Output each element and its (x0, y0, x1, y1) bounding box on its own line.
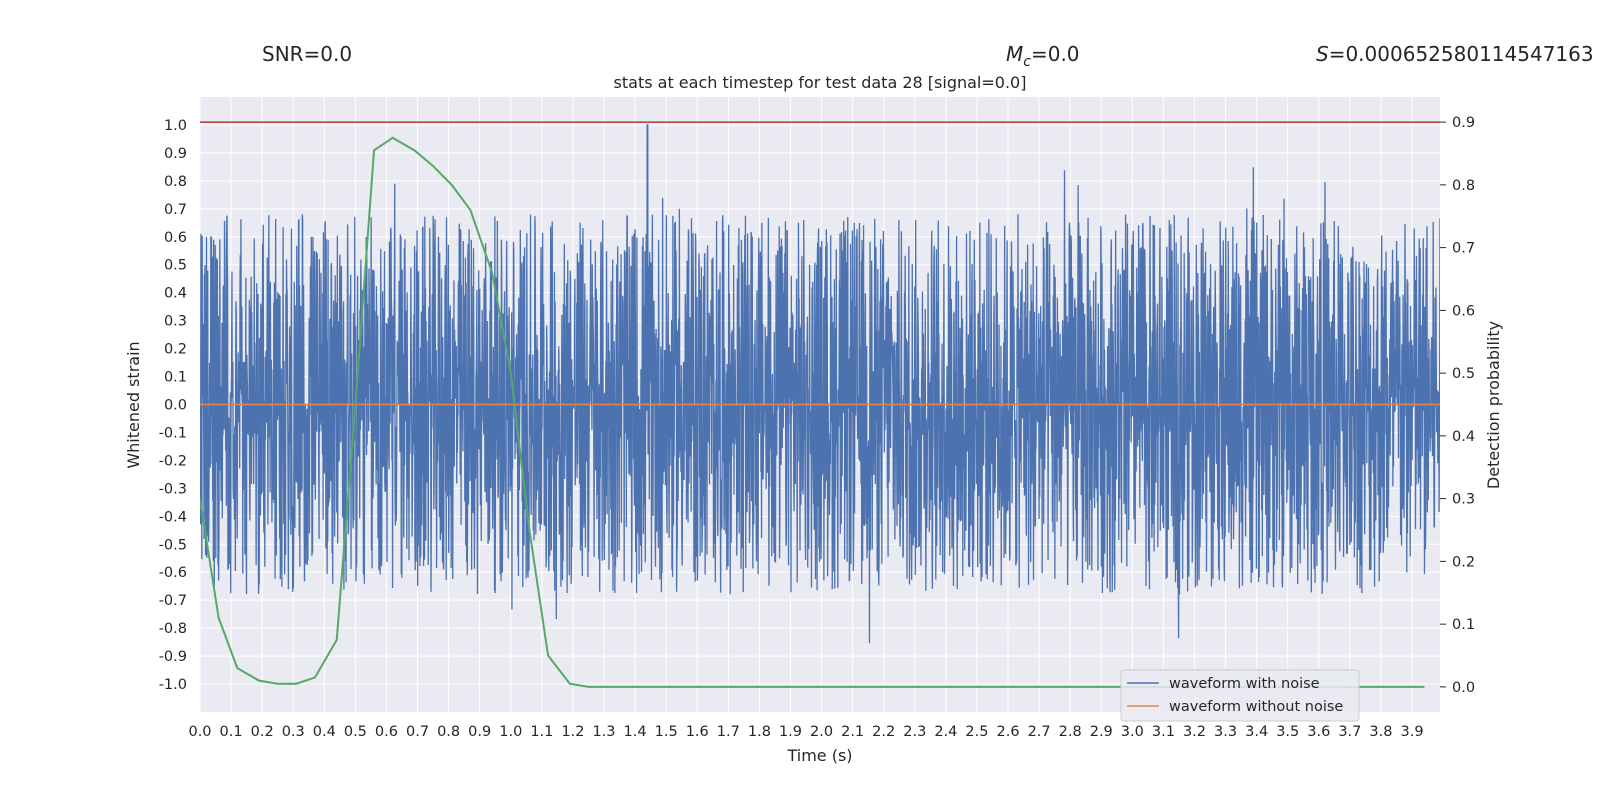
y2-tick-label: 0.9 (1452, 115, 1475, 131)
y2-axis-label: Detection probability (1484, 321, 1503, 489)
x-axis-label: Time (s) (786, 746, 852, 765)
y-tick-label: -1.0 (159, 677, 187, 693)
y-tick-label: 0.5 (164, 258, 187, 274)
y2-tick-label: 0.6 (1452, 303, 1475, 319)
chirp-mass-label: Mc=0.0 (1006, 42, 1080, 70)
y-tick-label: -0.6 (159, 565, 187, 581)
y-tick-label: -0.7 (159, 593, 187, 609)
y-tick-label: 0.3 (164, 314, 187, 330)
x-tick-label: 2.2 (872, 724, 895, 740)
x-tick-label: 0.2 (251, 724, 274, 740)
x-tick-label: 0.8 (437, 724, 460, 740)
x-tick-label: 3.9 (1400, 724, 1423, 740)
y-axis-label: Whitened strain (124, 341, 143, 468)
x-tick-label: 0.6 (375, 724, 398, 740)
x-tick-label: 0.9 (468, 724, 491, 740)
x-tick-label: 1.2 (561, 724, 584, 740)
x-tick-label: 0.4 (313, 724, 336, 740)
x-tick-label: 1.7 (717, 724, 740, 740)
y-tick-label: 0.6 (164, 230, 187, 246)
s-statistic-label: S=0.000652580114547163 (1316, 42, 1594, 66)
legend-label-noisy: waveform with noise (1169, 676, 1320, 692)
x-tick-label: 0.5 (344, 724, 367, 740)
x-tick-label: 2.7 (1028, 724, 1051, 740)
y-tick-label: 0.0 (164, 398, 187, 414)
y-tick-label: -0.2 (159, 453, 187, 469)
x-tick-label: 3.2 (1183, 724, 1206, 740)
x-tick-label: 1.0 (499, 724, 522, 740)
y-tick-label: 0.8 (164, 174, 187, 190)
y-tick-label: 0.4 (164, 286, 187, 302)
y-tick-label: 0.1 (164, 370, 187, 386)
x-tick-label: 2.0 (810, 724, 833, 740)
y-tick-label: 1.0 (164, 118, 187, 134)
y-tick-label: -0.4 (159, 509, 187, 525)
x-tick-label: 1.4 (624, 724, 647, 740)
x-tick-label: 3.1 (1152, 724, 1175, 740)
y2-tick-label: 0.8 (1452, 178, 1475, 194)
x-tick-label: 3.4 (1245, 724, 1268, 740)
y2-tick-label: 0.2 (1452, 554, 1475, 570)
x-tick-label: 3.5 (1276, 724, 1299, 740)
y-tick-label: 0.2 (164, 342, 187, 358)
x-tick-label: 3.8 (1369, 724, 1392, 740)
x-tick-label: 1.9 (779, 724, 802, 740)
x-tick-label: 1.1 (530, 724, 553, 740)
x-tick-label: 2.1 (841, 724, 864, 740)
y-tick-label: -0.8 (159, 621, 187, 637)
series-line-waveform-with-noise (200, 124, 1440, 644)
legend-label-clean: waveform without noise (1169, 699, 1343, 715)
x-tick-label: 3.7 (1338, 724, 1361, 740)
y2-tick-label: 0.4 (1452, 429, 1475, 445)
x-tick-label: 2.6 (996, 724, 1019, 740)
x-tick-label: 2.9 (1090, 724, 1113, 740)
x-tick-label: 3.6 (1307, 724, 1330, 740)
y2-tick-label: 0.5 (1452, 366, 1475, 382)
x-tick-label: 1.5 (655, 724, 678, 740)
legend-box (1120, 669, 1360, 722)
y2-tick-label: 0.0 (1452, 680, 1475, 696)
y2-tick-label: 0.1 (1452, 617, 1475, 633)
x-tick-label: 0.0 (188, 724, 211, 740)
y-tick-label: -0.1 (159, 425, 187, 441)
x-tick-label: 0.3 (282, 724, 305, 740)
x-tick-label: 2.4 (934, 724, 957, 740)
chart-title: stats at each timestep for test data 28 … (614, 73, 1027, 92)
x-tick-label: 0.7 (406, 724, 429, 740)
x-tick-label: 0.1 (220, 724, 243, 740)
x-tick-label: 2.8 (1059, 724, 1082, 740)
y-tick-label: -0.5 (159, 537, 187, 553)
x-tick-label: 1.8 (748, 724, 771, 740)
legend: waveform with noise waveform without noi… (1120, 669, 1360, 722)
x-tick-label: 2.5 (965, 724, 988, 740)
x-tick-label: 1.3 (592, 724, 615, 740)
x-tick-label: 2.3 (903, 724, 926, 740)
snr-label: SNR=0.0 (262, 42, 352, 66)
x-tick-label: 1.6 (686, 724, 709, 740)
y-tick-label: -0.3 (159, 481, 187, 497)
y-tick-label: 0.9 (164, 146, 187, 162)
x-tick-label: 3.3 (1214, 724, 1237, 740)
y2-tick-label: 0.7 (1452, 241, 1475, 257)
y-tick-label: 0.7 (164, 202, 187, 218)
x-tick-label: 3.0 (1121, 724, 1144, 740)
y2-tick-label: 0.3 (1452, 492, 1475, 508)
y-tick-label: -0.9 (159, 649, 187, 665)
